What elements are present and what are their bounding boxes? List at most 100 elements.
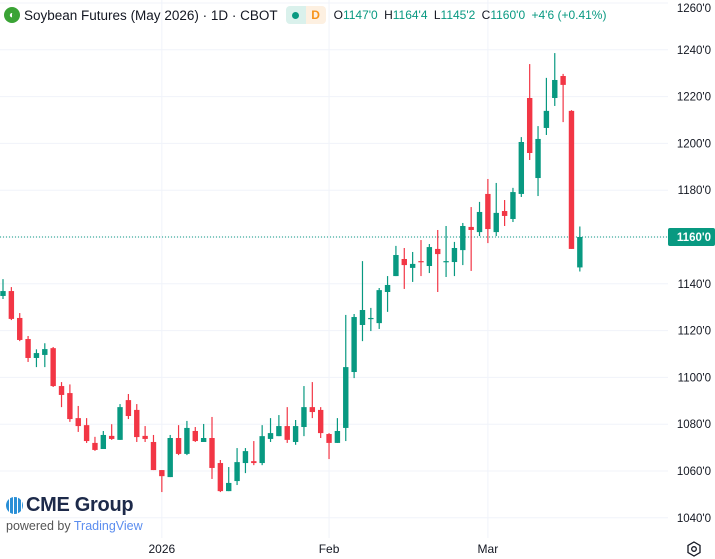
candle[interactable] (501, 200, 508, 227)
high-label: H (384, 8, 393, 22)
candle[interactable] (192, 427, 198, 442)
candle[interactable] (435, 229, 441, 292)
candle[interactable] (217, 460, 224, 493)
candle[interactable] (234, 448, 240, 486)
candle[interactable] (552, 53, 558, 106)
candle[interactable] (301, 386, 307, 437)
candle-body (217, 463, 224, 492)
candle[interactable] (493, 182, 499, 237)
candle[interactable] (526, 64, 533, 161)
candle[interactable] (510, 187, 516, 223)
candle[interactable] (8, 287, 15, 321)
candle[interactable] (184, 420, 190, 456)
candle[interactable] (200, 423, 207, 442)
candle[interactable] (0, 279, 6, 300)
y-tick-label: 1040'0 (677, 513, 711, 525)
candle[interactable] (393, 245, 399, 277)
candle[interactable] (33, 349, 40, 368)
candle[interactable] (426, 244, 433, 274)
candle[interactable] (150, 434, 157, 471)
chart-legend: ◐ Soybean Futures (May 2026) · 1D · CBOT… (4, 6, 609, 24)
candle[interactable] (535, 126, 541, 197)
candle[interactable] (209, 416, 215, 479)
candle[interactable] (142, 426, 148, 442)
candle-body (560, 76, 566, 85)
close-label: C (481, 8, 491, 22)
candle[interactable] (326, 433, 332, 460)
candle[interactable] (568, 110, 575, 249)
candle[interactable] (460, 222, 466, 266)
candle-body (577, 237, 583, 268)
candle[interactable] (468, 207, 474, 271)
candle[interactable] (368, 307, 374, 332)
market-status-pill[interactable]: D (285, 6, 326, 24)
candle[interactable] (409, 251, 416, 282)
candle-body (334, 430, 341, 443)
candle-body (192, 430, 198, 442)
candle[interactable] (276, 415, 282, 437)
close-value: 1160'0 (490, 8, 526, 22)
candle[interactable] (343, 314, 349, 442)
candle[interactable] (83, 418, 90, 443)
candle[interactable] (242, 448, 249, 474)
candle[interactable] (351, 313, 357, 379)
candle-body (317, 409, 324, 434)
change-value: +4'6 (+0.41%) (531, 8, 607, 22)
candle[interactable] (125, 394, 132, 420)
candle[interactable] (443, 226, 449, 278)
candle[interactable] (100, 430, 107, 450)
candle[interactable] (317, 407, 324, 439)
settings-icon[interactable] (686, 541, 702, 557)
candle[interactable] (259, 425, 265, 466)
candle[interactable] (67, 384, 73, 422)
candle-body (535, 138, 541, 179)
soybean-logo-icon: ◐ (4, 7, 20, 23)
candle-body (409, 263, 416, 268)
candle[interactable] (418, 240, 424, 277)
candle[interactable] (376, 288, 382, 329)
candle[interactable] (42, 343, 48, 368)
candle[interactable] (159, 470, 165, 493)
candle[interactable] (17, 313, 23, 342)
candle-body (468, 226, 474, 230)
candle[interactable] (267, 418, 274, 442)
candle[interactable] (167, 434, 173, 478)
symbol-title[interactable]: Soybean Futures (May 2026) · 1D · CBOT (24, 7, 278, 23)
candle[interactable] (117, 404, 123, 440)
candle[interactable] (134, 404, 140, 442)
candle[interactable] (577, 226, 583, 272)
candle[interactable] (292, 419, 299, 445)
candle[interactable] (108, 424, 115, 440)
x-tick-label: Feb (319, 542, 340, 556)
candle[interactable] (226, 467, 232, 492)
candle[interactable] (92, 436, 98, 451)
candle[interactable] (518, 137, 525, 197)
candle[interactable] (543, 77, 550, 135)
y-tick-label: 1140'0 (678, 279, 711, 291)
candle[interactable] (175, 425, 182, 456)
open-label: O (333, 8, 343, 22)
candle[interactable] (384, 276, 391, 312)
candle[interactable] (309, 382, 316, 419)
candle[interactable] (334, 418, 341, 443)
cme-logo-text: CME Group (26, 494, 134, 516)
candle-body (518, 141, 525, 194)
cme-branding[interactable]: CME Group powered by TradingView (6, 494, 143, 534)
candle-body (200, 438, 207, 442)
candle[interactable] (251, 441, 257, 466)
candle-body (159, 470, 165, 477)
candle[interactable] (451, 241, 458, 277)
candle[interactable] (75, 405, 81, 432)
candle[interactable] (476, 201, 483, 237)
candle[interactable] (401, 247, 407, 289)
candle[interactable] (50, 346, 56, 387)
candle[interactable] (25, 335, 31, 362)
candle[interactable] (485, 178, 491, 244)
candle-body (376, 290, 382, 324)
candle[interactable] (284, 407, 290, 443)
candle[interactable] (58, 382, 65, 408)
candle[interactable] (560, 73, 566, 123)
candle[interactable] (359, 261, 366, 342)
tradingview-link[interactable]: TradingView (73, 519, 143, 533)
